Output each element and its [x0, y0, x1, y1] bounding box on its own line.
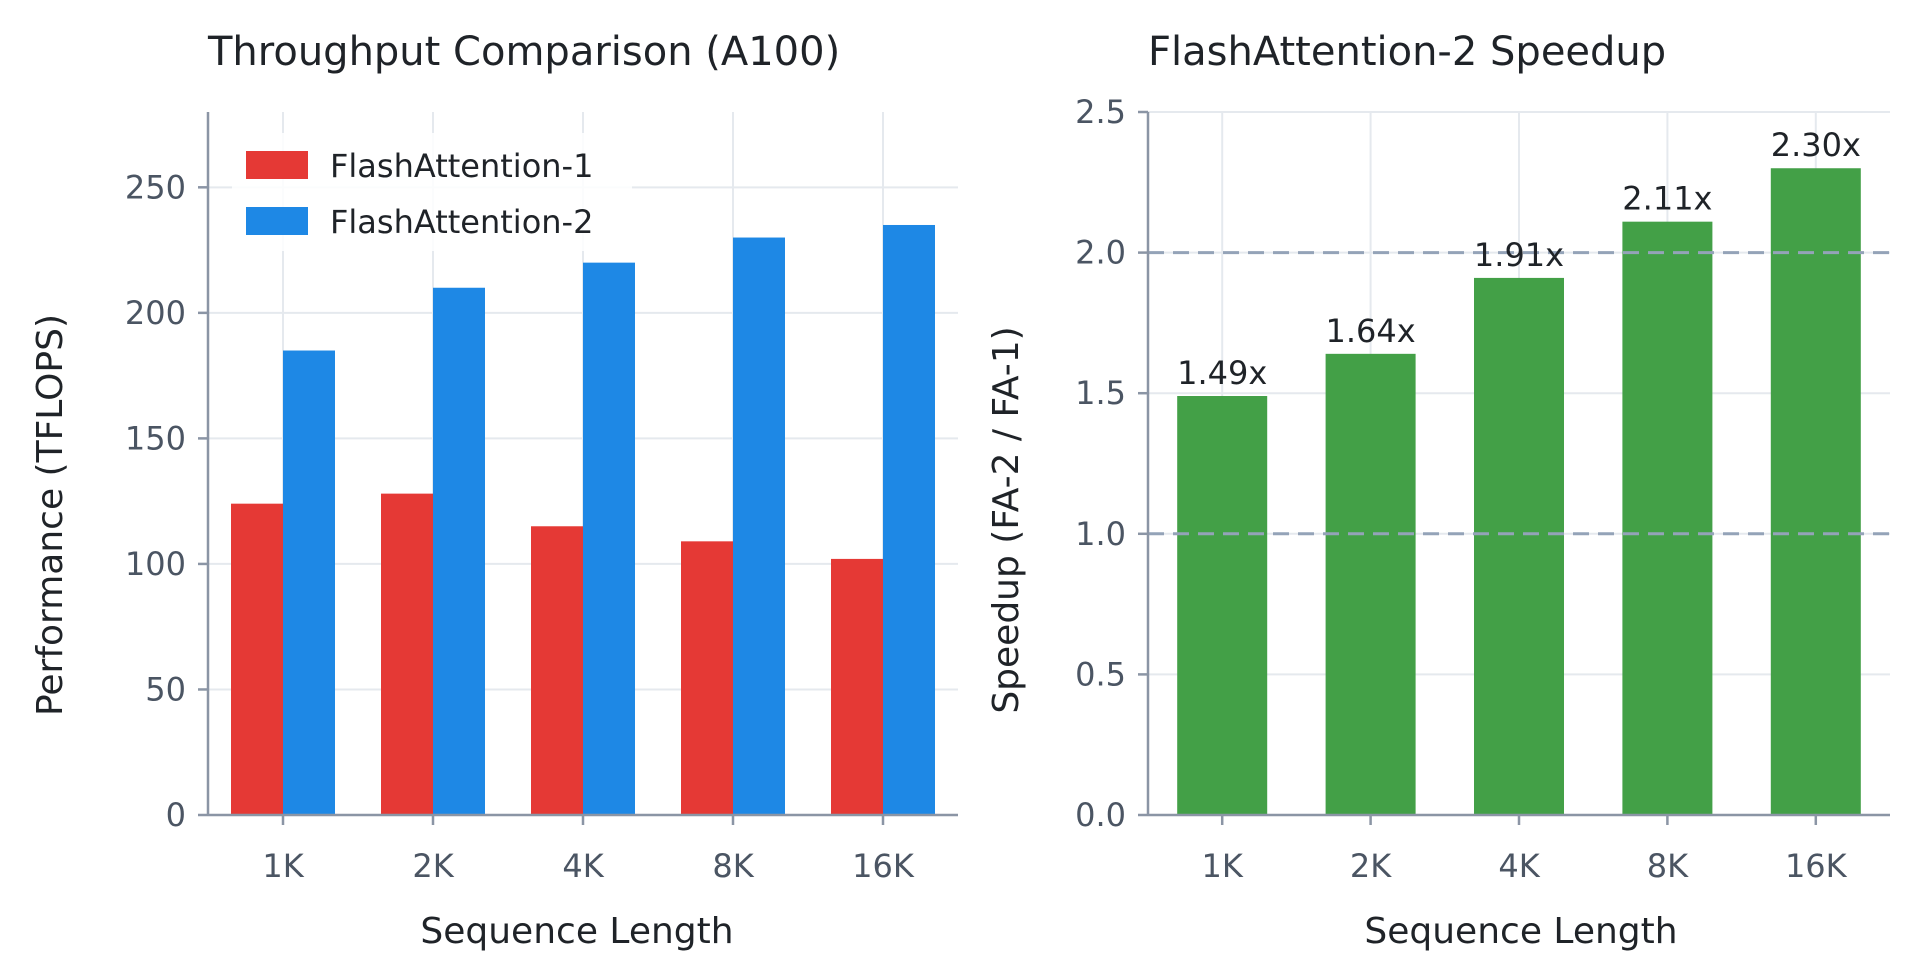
speedup-bar-16k	[1770, 168, 1861, 816]
speedup-chart-title: FlashAttention-2 Speedup	[1148, 29, 1666, 75]
speedup-bar-4k	[1474, 277, 1564, 816]
throughput-bar-fa2-16k	[883, 224, 935, 815]
throughput-legend: FlashAttention-1 FlashAttention-2	[232, 133, 632, 251]
speedup-x-tick-label: 8K	[1647, 847, 1689, 885]
throughput-bar-fa1-1k	[231, 503, 283, 815]
speedup-y-tick-label: 0.5	[1075, 655, 1126, 693]
throughput-y-tick-label: 250	[125, 168, 186, 206]
speedup-data-label: 2.11x	[1622, 180, 1712, 218]
speedup-chart: FlashAttention-2 Speedup Sequence Length…	[986, 29, 1890, 952]
throughput-bar-fa1-4k	[531, 526, 583, 815]
speedup-x-tick-label: 2K	[1350, 847, 1392, 885]
throughput-x-tick-label: 1K	[262, 847, 304, 885]
speedup-bar-8k	[1622, 221, 1713, 816]
throughput-chart: Throughput Comparison (A100) Sequence Le…	[30, 29, 958, 952]
throughput-bar-fa2-8k	[733, 237, 785, 816]
legend-swatch-fa1	[246, 151, 308, 179]
throughput-x-tick-label: 2K	[412, 847, 454, 885]
speedup-bar-1k	[1177, 396, 1268, 815]
throughput-y-axis-title: Performance (TFLOPS)	[30, 314, 71, 716]
throughput-bar-fa2-2k	[433, 287, 485, 815]
throughput-x-axis-title: Sequence Length	[420, 911, 733, 952]
speedup-data-label: 2.30x	[1771, 126, 1861, 164]
throughput-bar-fa1-16k	[831, 558, 883, 815]
throughput-x-tick-label: 8K	[712, 847, 754, 885]
speedup-x-tick-label: 4K	[1498, 847, 1540, 885]
throughput-y-tick-label: 0	[166, 796, 186, 834]
speedup-y-tick-label: 0.0	[1075, 796, 1126, 834]
legend-label-fa2: FlashAttention-2	[330, 203, 593, 241]
legend-label-fa1: FlashAttention-1	[330, 147, 593, 185]
throughput-bar-fa1-2k	[381, 493, 433, 815]
throughput-y-tick-label: 100	[125, 545, 186, 583]
throughput-bar-fa2-1k	[283, 350, 335, 815]
speedup-y-tick-label: 1.0	[1075, 515, 1126, 553]
speedup-y-axis-title: Speedup (FA-2 / FA-1)	[986, 326, 1027, 713]
throughput-chart-title: Throughput Comparison (A100)	[207, 29, 840, 75]
speedup-y-tick-label: 2.0	[1075, 234, 1126, 272]
legend-swatch-fa2	[246, 207, 308, 235]
throughput-bar-fa2-4k	[583, 262, 635, 816]
speedup-y-tick-label: 1.5	[1075, 374, 1126, 412]
speedup-data-label: 1.64x	[1326, 312, 1416, 350]
speedup-x-tick-label: 1K	[1202, 847, 1244, 885]
throughput-y-tick-label: 150	[125, 419, 186, 457]
throughput-x-tick-label: 4K	[562, 847, 604, 885]
throughput-bar-fa1-8k	[681, 541, 733, 815]
speedup-bar-2k	[1325, 353, 1416, 815]
throughput-x-tick-label: 16K	[852, 847, 915, 885]
throughput-y-tick-label: 50	[145, 670, 186, 708]
speedup-x-axis-title: Sequence Length	[1364, 911, 1677, 952]
speedup-x-tick-label: 16K	[1785, 847, 1848, 885]
speedup-data-label: 1.91x	[1474, 236, 1564, 274]
throughput-y-tick-label: 200	[125, 294, 186, 332]
speedup-data-label: 1.49x	[1177, 354, 1267, 392]
speedup-y-tick-label: 2.5	[1075, 93, 1126, 131]
